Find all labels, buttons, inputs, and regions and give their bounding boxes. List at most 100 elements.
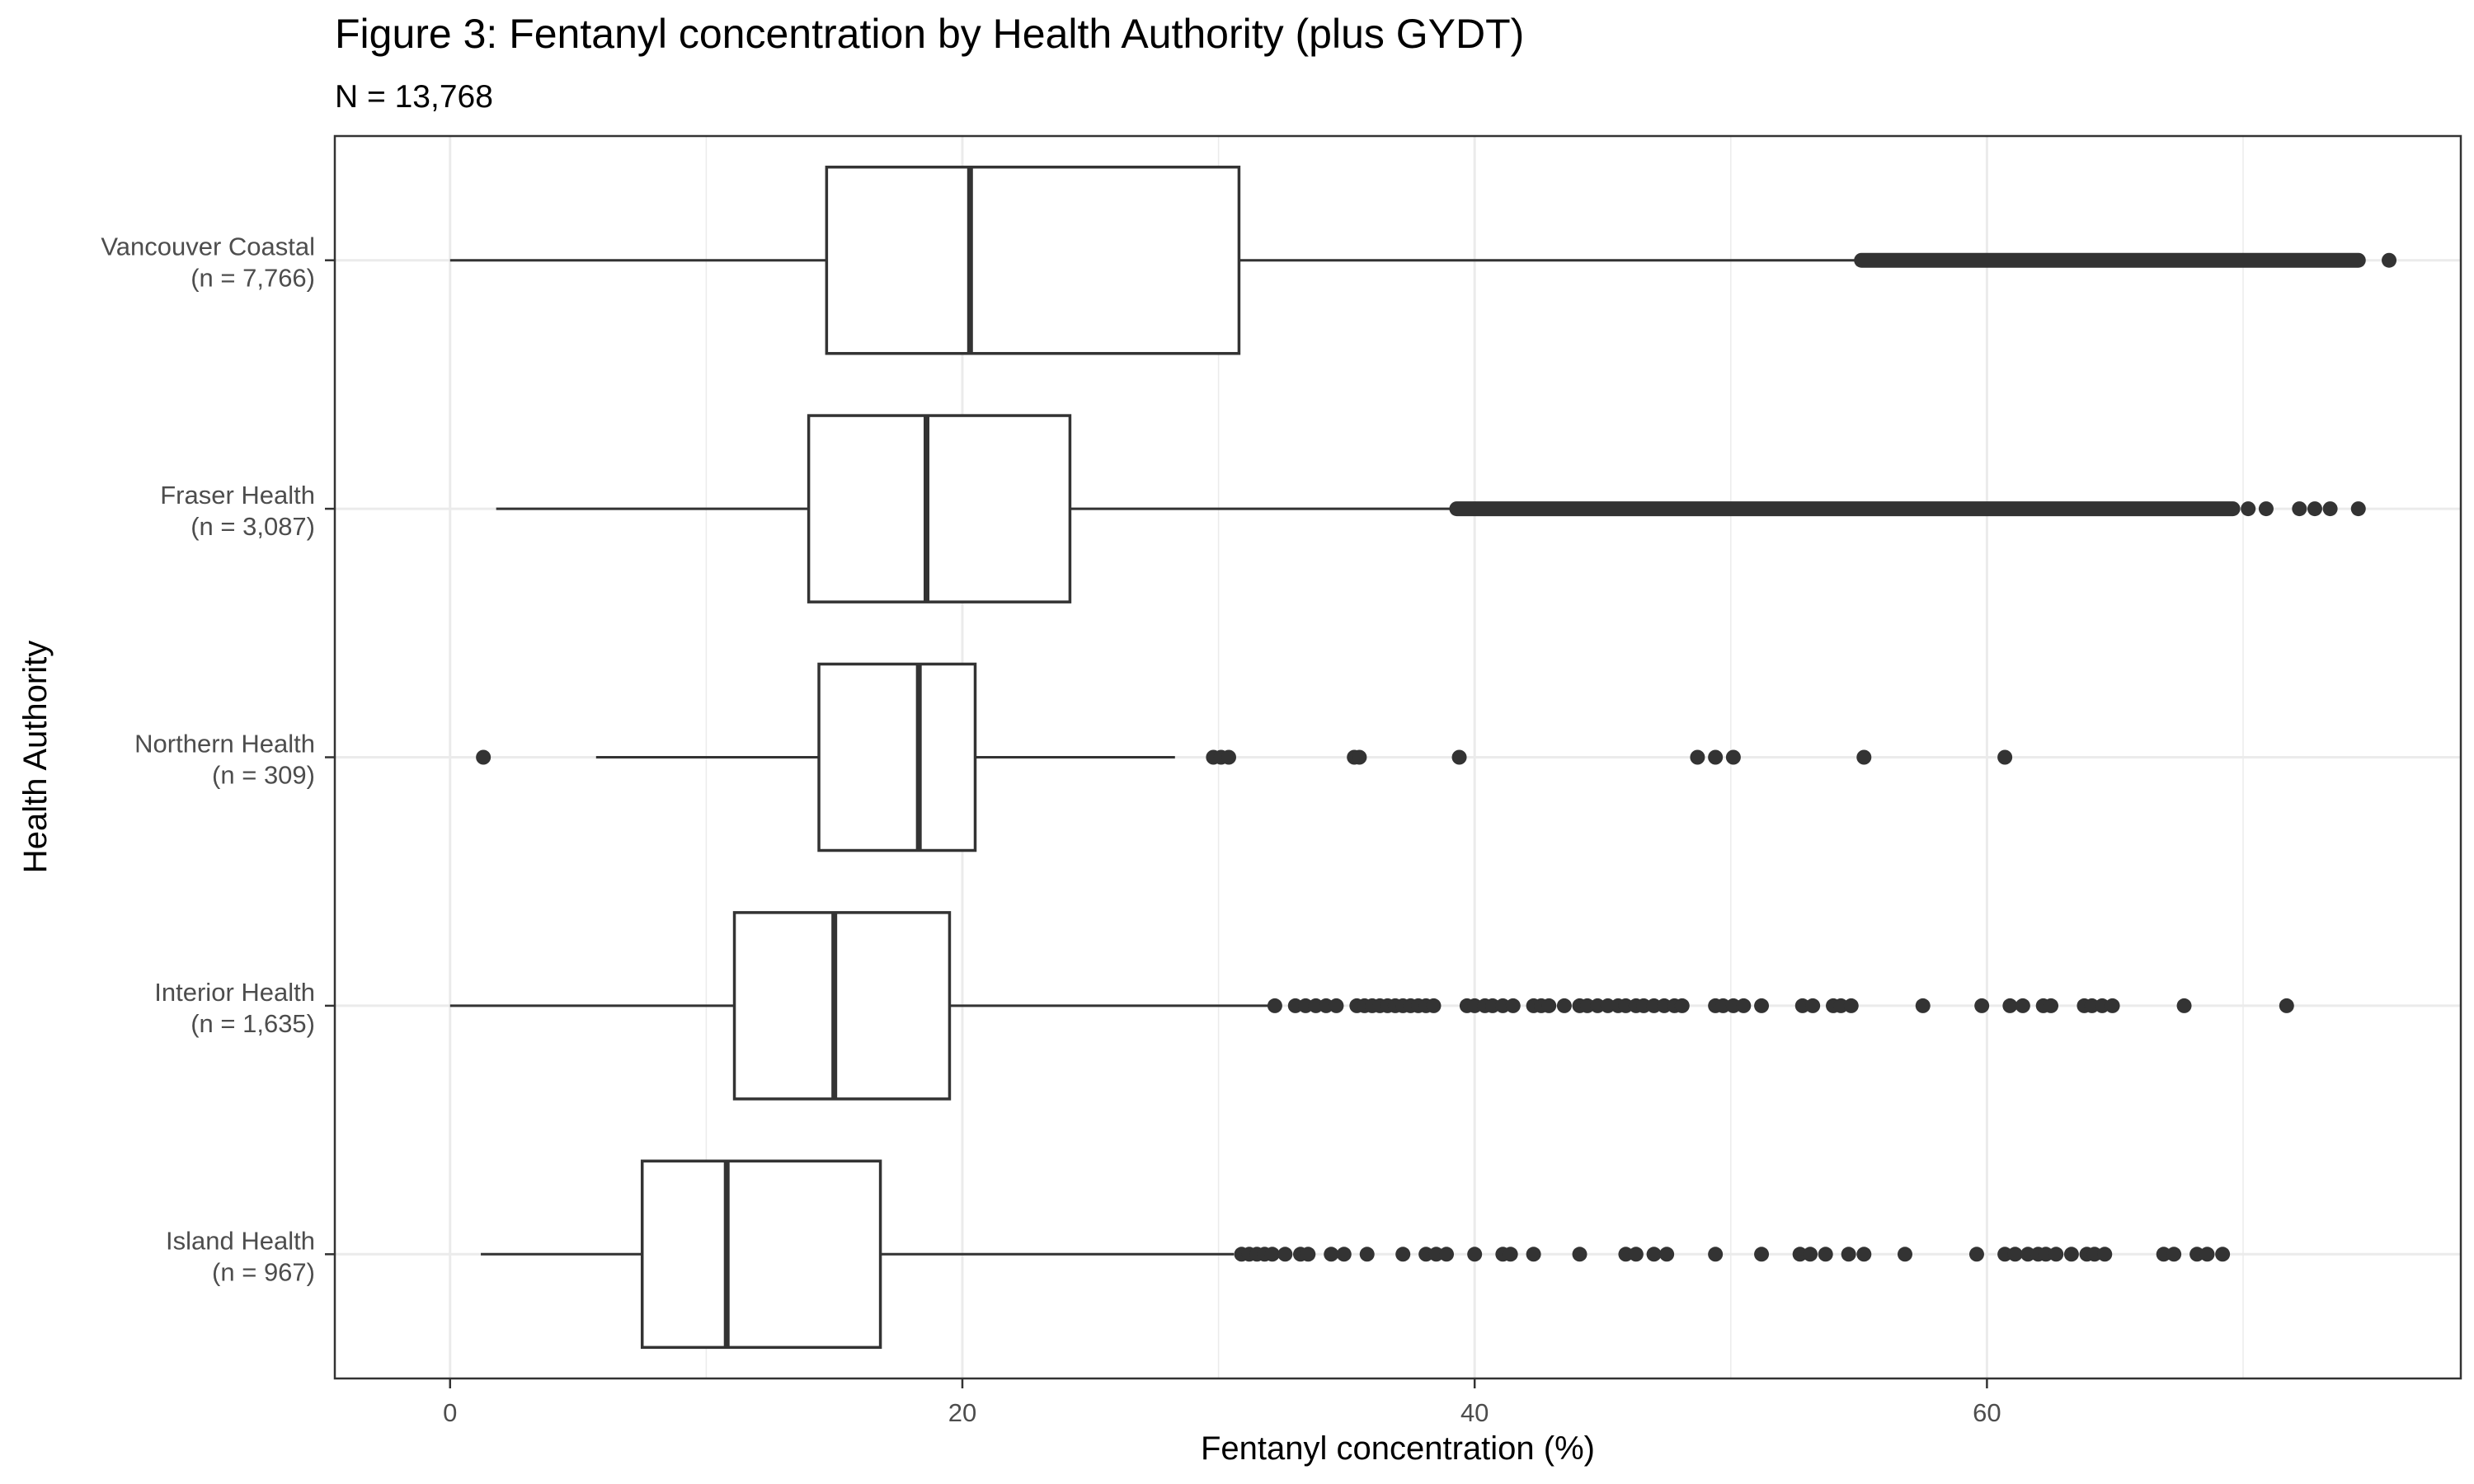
outlier-point	[1395, 1247, 1411, 1262]
y-category-count: (n = 7,766)	[190, 264, 315, 293]
outlier-point	[1418, 1247, 1434, 1262]
y-axis-categories: Vancouver Coastal (n = 7,766) Fraser Healt…	[101, 232, 335, 1286]
box-group	[449, 165, 2397, 355]
outlier-point	[1264, 1247, 1280, 1262]
outlier-point	[1974, 998, 1990, 1013]
box-group	[496, 414, 2366, 603]
y-category-count: (n = 3,087)	[190, 512, 315, 541]
outlier-point	[1628, 1247, 1644, 1262]
y-category-label: Interior Health	[154, 978, 315, 1007]
outlier-point	[2044, 998, 2059, 1013]
outlier-point	[1600, 998, 1616, 1013]
outlier-point	[1329, 998, 1344, 1013]
outlier-point	[1324, 1247, 1339, 1262]
outlier-point	[1715, 998, 1731, 1013]
y-category-label: Island Health	[166, 1226, 315, 1255]
box-iqr	[825, 165, 1241, 355]
outlier-point	[2097, 1247, 2113, 1262]
outlier-point	[1495, 998, 1511, 1013]
outlier-point	[1579, 998, 1595, 1013]
outlier-point	[2048, 1247, 2064, 1262]
outlier-point	[1754, 1247, 1770, 1262]
outlier-point	[1708, 1247, 1724, 1262]
x-tick-label: 40	[1460, 1398, 1489, 1427]
outlier-point	[1997, 749, 2013, 765]
outlier-point	[1736, 998, 1752, 1013]
outlier-point	[1526, 1247, 1541, 1262]
x-axis-title: Fentanyl concentration (%)	[1201, 1430, 1595, 1467]
box-group	[481, 1159, 2231, 1350]
chart-title: Figure 3: Fentanyl concentration by Heal…	[335, 11, 1524, 57]
outlier-point	[1336, 1247, 1352, 1262]
y-category-label: Fraser Health	[160, 481, 315, 510]
outlier-point	[1428, 1247, 1444, 1262]
outlier-point	[1674, 998, 1690, 1013]
x-tick-label: 20	[948, 1398, 976, 1427]
box-iqr	[807, 414, 1072, 603]
outlier-point	[2292, 501, 2307, 517]
outlier-point	[1277, 1247, 1293, 1262]
outlier-point	[1590, 998, 1606, 1013]
outlier-point	[1503, 1247, 1518, 1262]
outlier-point	[1805, 998, 1821, 1013]
outlier-point	[2038, 1247, 2053, 1262]
y-category-count: (n = 1,635)	[190, 1009, 315, 1038]
outlier-point	[2176, 998, 2192, 1013]
outlier-point	[1308, 998, 1324, 1013]
outlier-point	[2007, 1247, 2023, 1262]
outlier-point	[2002, 998, 2018, 1013]
outlier-point	[1690, 749, 1705, 765]
outlier-point	[2215, 1247, 2231, 1262]
outlier-point	[2189, 1247, 2205, 1262]
outlier-point	[2105, 998, 2120, 1013]
outlier-point	[2095, 998, 2110, 1013]
y-category-label: Vancouver Coastal	[101, 232, 315, 261]
outlier-point	[1221, 749, 1237, 765]
box-iqr	[817, 662, 977, 852]
outlier-point	[1833, 998, 1849, 1013]
outlier-point	[1439, 1247, 1455, 1262]
outlier-point	[1856, 749, 1872, 765]
outlier-point	[1467, 998, 1483, 1013]
outlier-point	[1997, 1247, 2013, 1262]
outlier-point	[1541, 998, 1557, 1013]
outlier-point	[2084, 998, 2100, 1013]
outlier-point	[2382, 252, 2397, 268]
outlier-point	[1725, 998, 1741, 1013]
outlier-point	[1803, 1247, 1818, 1262]
outlier-point	[2166, 1247, 2182, 1262]
outlier-point	[1467, 1247, 1483, 1262]
y-category-label: Northern Health	[134, 730, 315, 758]
outlier-point	[2258, 501, 2274, 517]
outlier-point	[2350, 501, 2366, 517]
box-group	[449, 911, 2294, 1101]
box-group	[476, 662, 2013, 852]
outlier-point	[1426, 998, 1442, 1013]
outlier-point	[2322, 501, 2338, 517]
outlier-point	[2020, 1247, 2036, 1262]
outlier-point	[1267, 998, 1282, 1013]
x-axis-ticks: 0 20 40 60	[443, 1378, 2001, 1427]
outlier-point	[2241, 501, 2256, 517]
outlier-point	[476, 749, 492, 765]
box-iqr	[640, 1159, 882, 1350]
outlier-point	[1451, 749, 1467, 765]
outlier-point	[1843, 998, 1859, 1013]
outlier-point	[2156, 1247, 2171, 1262]
outlier-point	[1287, 998, 1303, 1013]
y-category-count: (n = 967)	[212, 1257, 315, 1286]
outlier-point	[2015, 998, 2030, 1013]
plot-panel	[333, 134, 2462, 1380]
outlier-point	[1556, 998, 1572, 1013]
chart-subtitle: N = 13,768	[335, 79, 493, 115]
outlier-point	[1646, 1247, 1662, 1262]
box-iqr	[732, 911, 952, 1101]
outlier-point	[1841, 1247, 1856, 1262]
outlier-point	[1484, 998, 1500, 1013]
outlier-point	[1359, 1247, 1375, 1262]
boxes	[449, 165, 2397, 1350]
outlier-point	[1657, 998, 1672, 1013]
y-axis-title: Health Authority	[17, 641, 54, 873]
outlier-point	[1572, 1247, 1587, 1262]
